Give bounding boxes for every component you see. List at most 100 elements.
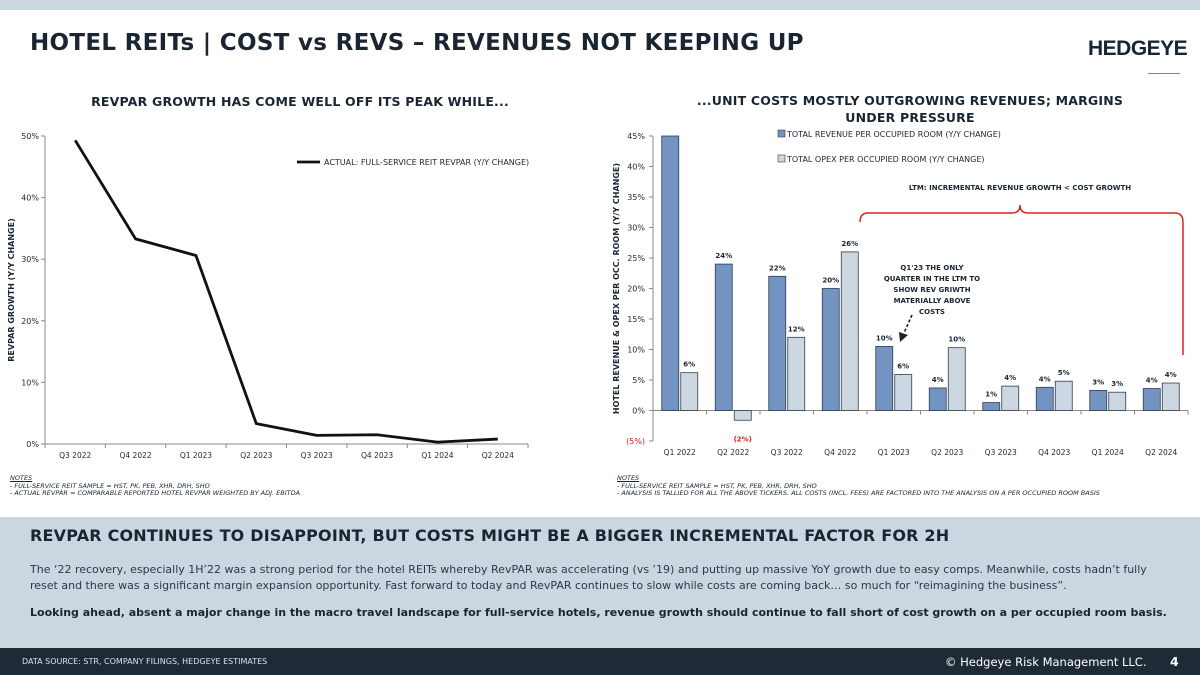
x-tick-label: Q1 2023 [878, 448, 910, 457]
opex-data-label: 6% [683, 361, 695, 369]
y-tick-label: 25% [627, 254, 645, 263]
y-tick-label: 35% [627, 193, 645, 202]
y-tick-label: 0% [26, 440, 39, 449]
y-tick-label: 0% [632, 407, 645, 416]
opex-bar [947, 347, 966, 411]
opex-data-label: 3% [1111, 380, 1123, 388]
page-title: HOTEL REITs | COST vs REVS – REVENUES NO… [30, 30, 804, 56]
left-notes-line: - ACTUAL REVPAR = COMPARABLE REPORTED HO… [10, 489, 301, 497]
revenue-data-label: 4% [1039, 375, 1051, 383]
callout-text-line: QUARTER IN THE LTM TO [884, 275, 980, 283]
revenue-bar [982, 402, 1001, 411]
opex-data-label: 12% [788, 325, 805, 333]
revenue-bar [1142, 388, 1161, 411]
x-tick-label: Q4 2022 [119, 451, 151, 460]
callout-text-line: MATERIALLY ABOVE [894, 297, 971, 305]
y-tick-label: 30% [627, 224, 645, 233]
revenue-data-label: 20% [822, 277, 839, 285]
opex-data-label: 4% [1004, 374, 1016, 382]
commentary-conclusion: Looking ahead, absent a major change in … [30, 606, 1167, 619]
revenue-bar [661, 135, 680, 411]
x-tick-label: Q2 2024 [1145, 448, 1177, 457]
y-tick-label: 45% [627, 132, 645, 141]
revenue-data-label: 3% [1092, 378, 1104, 386]
commentary-heading: REVPAR CONTINUES TO DISAPPOINT, BUT COST… [30, 526, 950, 545]
y-tick-label: 15% [627, 315, 645, 324]
opex-bar [1001, 385, 1020, 411]
revenue-data-label: 4% [1146, 377, 1158, 385]
logo-underline [1148, 73, 1180, 74]
x-tick-label: Q3 2022 [771, 448, 803, 457]
opex-data-label: 5% [1058, 369, 1070, 377]
legend-swatch-revenue [777, 129, 786, 138]
opex-bar [1108, 391, 1127, 411]
right-notes-line: - ANALYSIS IS TALLIED FOR ALL THE ABOVE … [617, 489, 1100, 497]
opex-data-label: 26% [841, 240, 858, 248]
y-tick-label: 10% [21, 378, 39, 387]
y-tick-label: 40% [627, 163, 645, 172]
right-notes-line: - FULL-SERVICE REIT SAMPLE = HST, PK, PE… [617, 481, 817, 490]
legend-label: ACTUAL: FULL-SERVICE REIT REVPAR (Y/Y CH… [324, 158, 529, 167]
callout-text-line: Q1'23 THE ONLY [900, 264, 964, 272]
legend-label-opex: TOTAL OPEX PER OCCUPIED ROOM (Y/Y CHANGE… [786, 155, 985, 164]
y-axis-title: REVPAR GROWTH (Y/Y CHANGE) [7, 218, 16, 361]
revenue-data-label: 22% [769, 264, 786, 272]
right-chart-subtitle-line1: ...UNIT COSTS MOSTLY OUTGROWING REVENUES… [696, 93, 1124, 108]
x-tick-label: Q1 2023 [180, 451, 212, 460]
ltm-bracket [859, 204, 1184, 355]
revenue-bar [714, 263, 733, 411]
x-tick-label: Q4 2023 [1038, 448, 1070, 457]
footer-bar: DATA SOURCE: STR, COMPANY FILINGS, HEDGE… [0, 648, 1200, 675]
x-tick-label: Q3 2022 [59, 451, 91, 460]
revenue-data-label: 24% [715, 252, 732, 260]
x-tick-label: Q3 2023 [985, 448, 1017, 457]
top-accent-bar [0, 0, 1200, 10]
right-notes-heading: NOTES [617, 474, 640, 482]
x-tick-label: Q4 2022 [824, 448, 856, 457]
callout-text-line: COSTS [919, 308, 945, 316]
y-tick-label: 20% [21, 317, 39, 326]
revenue-bar [768, 275, 787, 411]
left-chart-notes: NOTES - FULL-SERVICE REIT SAMPLE = HST, … [10, 474, 301, 498]
revenue-bar [928, 387, 947, 411]
opex-bar [1161, 382, 1180, 411]
x-tick-label: Q4 2023 [361, 451, 393, 460]
x-tick-label: Q2 2022 [717, 448, 749, 457]
commentary-paragraph: The ‘22 recovery, especially 1H’22 was a… [30, 563, 1147, 592]
opex-data-label: 4% [1165, 371, 1177, 379]
y-tick-label: 30% [21, 255, 39, 264]
opex-bar [1054, 380, 1073, 411]
hedgeye-logo: HEDGEYE [1088, 37, 1188, 60]
revenue-bar [1089, 389, 1108, 411]
x-tick-label: Q1 2022 [664, 448, 696, 457]
x-tick-label: Q1 2024 [1092, 448, 1124, 457]
y-tick-label: 20% [627, 285, 645, 294]
commentary-panel: REVPAR CONTINUES TO DISAPPOINT, BUT COST… [0, 517, 1200, 648]
opex-data-label: (2%) [734, 435, 752, 443]
left-chart-subtitle: REVPAR GROWTH HAS COME WELL OFF ITS PEAK… [91, 94, 509, 109]
x-tick-label: Q2 2023 [240, 451, 272, 460]
opex-bar [680, 372, 699, 411]
right-chart-notes: NOTES - FULL-SERVICE REIT SAMPLE = HST, … [617, 474, 1100, 498]
callout-text-line: SHOW REV GRIWTH [893, 286, 970, 294]
right-chart-subtitle-line2: UNDER PRESSURE [845, 110, 975, 125]
x-tick-label: Q3 2023 [301, 451, 333, 460]
opex-bar [840, 251, 859, 411]
right-chart-subtitle: ...UNIT COSTS MOSTLY OUTGROWING REVENUES… [640, 92, 1180, 126]
x-tick-label: Q2 2023 [931, 448, 963, 457]
y-axis-title: HOTEL REVENUE & OPEX PER OCC. ROOM (Y/Y … [612, 163, 621, 414]
revenue-bar [821, 288, 840, 411]
opex-bar [787, 336, 806, 411]
revenue-data-label: 1% [985, 391, 997, 399]
y-tick-label: 50% [21, 132, 39, 141]
x-tick-label: Q2 2024 [482, 451, 514, 460]
page-number: 4 [1170, 654, 1179, 669]
callout-arrow-head [899, 332, 908, 342]
y-tick-label: 10% [627, 346, 645, 355]
opex-data-label: 10% [948, 336, 965, 344]
data-source: DATA SOURCE: STR, COMPANY FILINGS, HEDGE… [22, 657, 268, 666]
revenue-bar [875, 346, 894, 411]
y-tick-label: 5% [632, 376, 645, 385]
opex-bar [733, 410, 752, 421]
